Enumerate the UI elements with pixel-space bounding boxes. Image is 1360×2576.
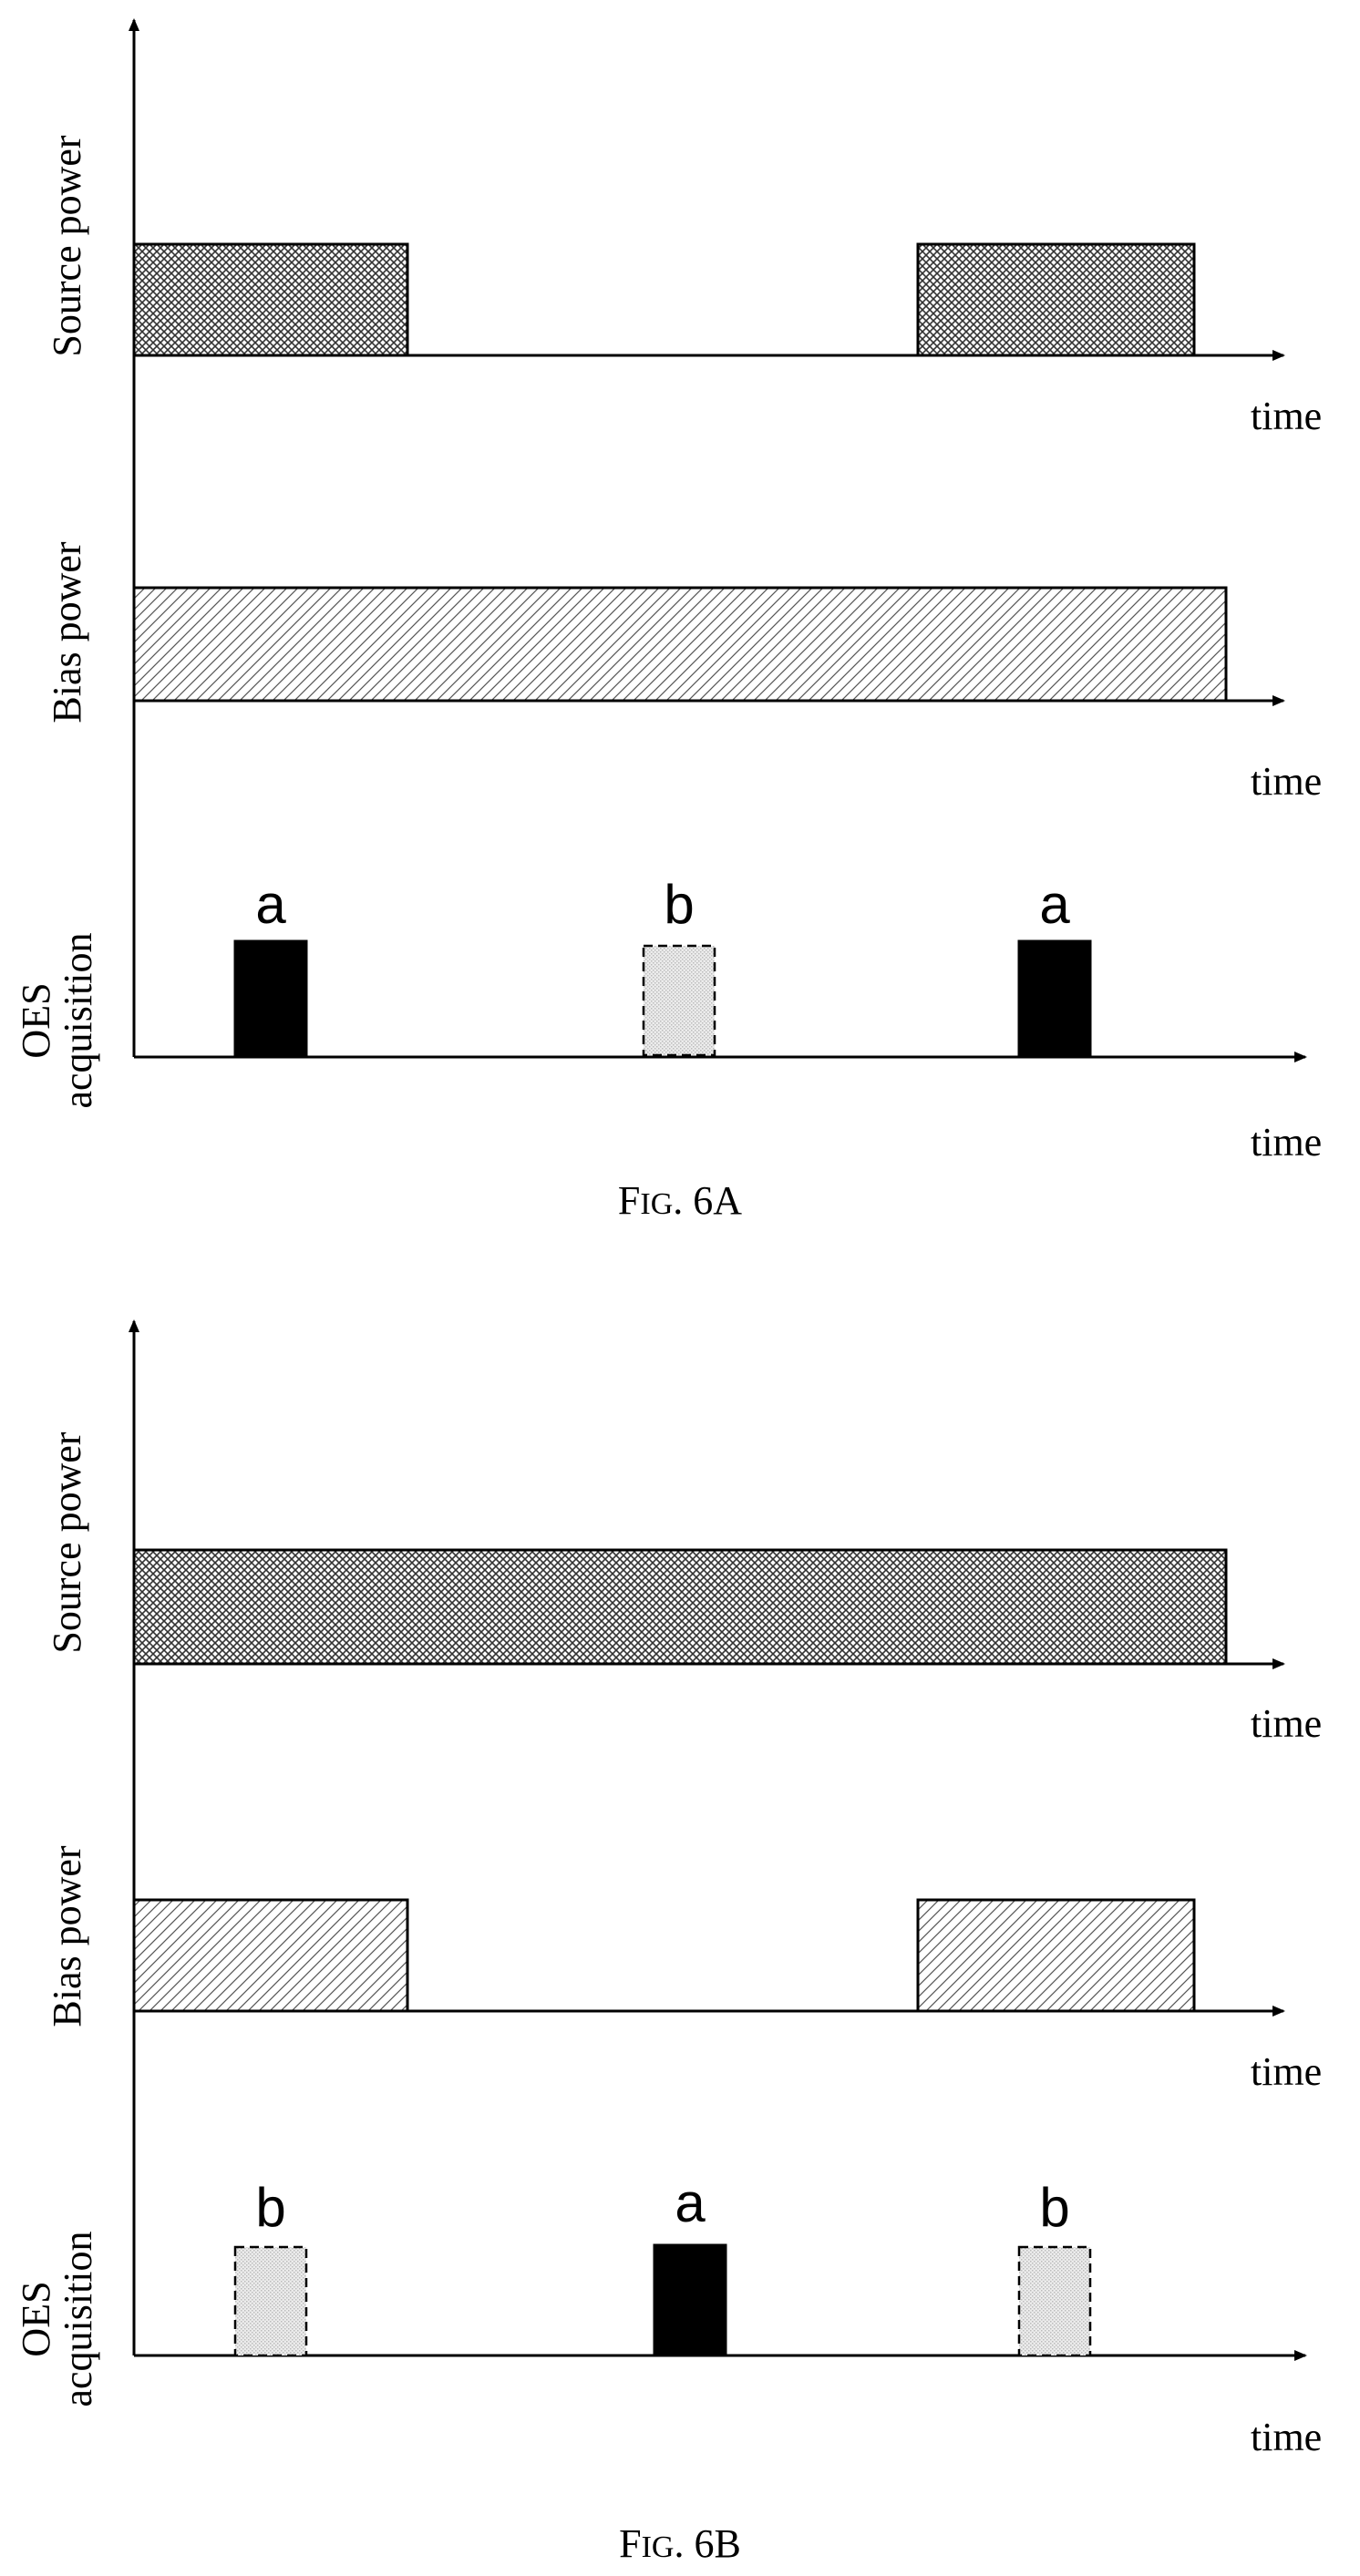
oes-label-line1: OES [14,2281,58,2356]
oes-time-label: time [1251,1120,1322,1165]
oes-marker-letter: b [255,2177,285,2238]
oes-marker-letter: a [255,874,286,935]
oes-marker-letter: a [1039,874,1070,935]
oes-label-line2: acquisition [56,2231,100,2407]
source-power-label: Source power [45,1432,89,1653]
bias-pulse [132,1898,409,2013]
figure-caption: FIG. 6A [618,1178,742,1223]
oes-marker-letter: b [1039,2177,1069,2238]
oes-marker-dotted [233,2245,308,2357]
caption-rest: . 6B [675,2521,741,2566]
source-pulse [916,242,1196,357]
source-power-panel: Source power time [45,135,1322,438]
caption-small-caps: IG [640,1187,673,1221]
source-pulse [132,242,409,357]
figure-6a: Source power time Bias power time OES ac… [0,0,1360,1276]
caption-small-caps: IG [642,2530,675,2564]
caption-rest: . 6A [673,1178,742,1223]
bias-power-label: Bias power [45,1845,89,2027]
oes-label-line1: OES [14,982,58,1058]
oes-acquisition-panel: OES acquisition time a b a [14,874,1322,1165]
bias-power-label: Bias power [45,541,89,724]
figure-6a-diagram: Source power time Bias power time OES ac… [14,18,1322,1223]
source-power-panel: Source power time [45,1432,1322,1746]
caption-prefix: F [618,1178,640,1223]
source-time-label: time [1251,394,1322,438]
bias-power-panel: Bias power time [45,1845,1322,2094]
oes-marker-dotted [642,944,716,1057]
oes-marker-solid [653,2243,727,2357]
figure-6b-diagram: Source power time Bias power time OES ac… [14,1319,1322,2566]
source-power-label: Source power [45,135,89,356]
caption-prefix: F [619,2521,641,2566]
bias-power-panel: Bias power time [45,541,1322,804]
source-pulse [132,1548,1228,1666]
oes-label-line2: acquisition [56,932,100,1108]
figure-6b: Source power time Bias power time OES ac… [0,1297,1360,2572]
bias-pulse [132,586,1228,703]
bias-pulse [916,1898,1196,2013]
oes-acquisition-panel: OES acquisition time b a b [14,2172,1322,2459]
bias-time-label: time [1251,2049,1322,2094]
oes-marker-letter: b [664,874,694,935]
oes-time-label: time [1251,2415,1322,2459]
bias-time-label: time [1251,759,1322,804]
oes-marker-solid [233,939,308,1056]
oes-marker-dotted [1017,2245,1092,2357]
figure-caption: FIG. 6B [619,2521,741,2566]
source-time-label: time [1251,1701,1322,1746]
oes-marker-solid [1017,939,1092,1056]
oes-marker-letter: a [675,2172,706,2233]
